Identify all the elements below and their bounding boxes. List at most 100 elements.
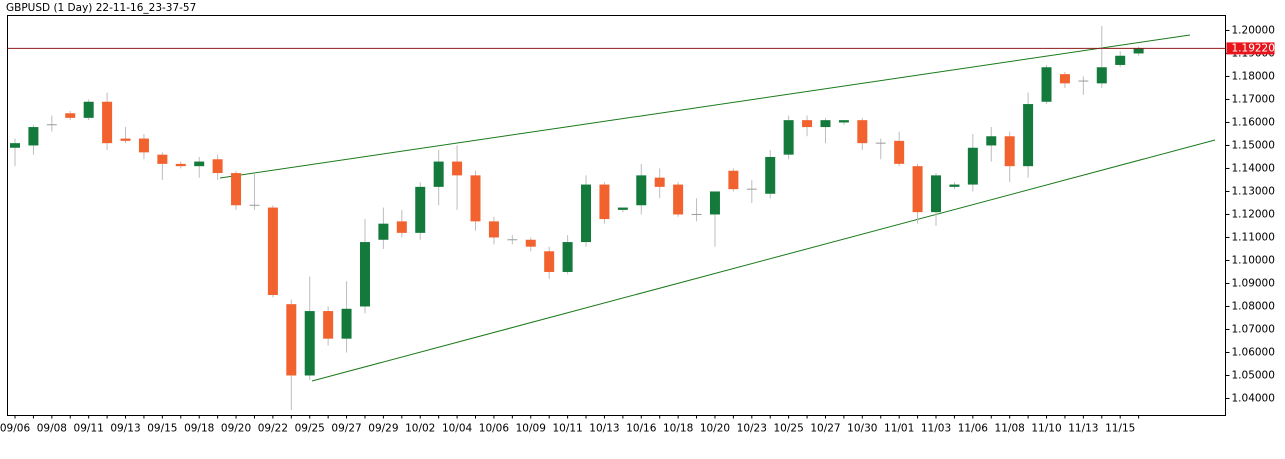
candle-body xyxy=(617,207,628,210)
candle-body xyxy=(194,161,205,167)
candle-body xyxy=(1041,67,1052,102)
y-tick-label: 1.11000 xyxy=(1232,231,1275,243)
candle-body xyxy=(1096,67,1107,84)
candle-body xyxy=(359,242,370,307)
candle-body xyxy=(267,207,278,295)
y-tick-label: 1.08000 xyxy=(1232,300,1275,312)
y-tick-label: 1.12000 xyxy=(1232,208,1275,220)
candle-body xyxy=(709,191,720,215)
y-tick-label: 1.07000 xyxy=(1232,323,1275,335)
candle-body xyxy=(65,113,76,118)
candle-body xyxy=(102,101,113,144)
x-tick-label: 09/06 xyxy=(0,423,30,435)
candle-body xyxy=(212,159,223,174)
x-tick-label: 10/02 xyxy=(405,423,435,435)
x-tick-label: 10/25 xyxy=(774,423,804,435)
y-tick-label: 1.04000 xyxy=(1232,392,1275,404)
candle-body xyxy=(452,161,463,176)
x-tick-label: 09/22 xyxy=(258,423,288,435)
candle-body xyxy=(581,184,592,243)
candle-body xyxy=(783,120,794,155)
candle-body xyxy=(765,156,776,194)
candle-body xyxy=(138,138,149,153)
candle-body xyxy=(433,161,444,187)
candle-body xyxy=(415,186,426,233)
y-tick-label: 1.06000 xyxy=(1232,346,1275,358)
x-tick-label: 10/18 xyxy=(663,423,693,435)
candle-body xyxy=(286,304,297,376)
y-tick-label: 1.09000 xyxy=(1232,277,1275,289)
plot-frame xyxy=(7,15,1226,416)
candle-body xyxy=(544,251,555,272)
x-tick-label: 11/03 xyxy=(921,423,951,435)
candle-body xyxy=(231,173,242,206)
x-tick-label: 09/08 xyxy=(37,423,67,435)
candle-body xyxy=(304,311,315,376)
candle-body xyxy=(931,175,941,213)
candle-body xyxy=(802,120,813,128)
x-tick-label: 10/23 xyxy=(737,423,767,435)
y-tick-label: 1.14000 xyxy=(1232,162,1275,174)
x-tick-label: 10/30 xyxy=(847,423,877,435)
candle-body xyxy=(1004,136,1015,167)
x-tick-label: 11/15 xyxy=(1105,423,1135,435)
x-tick-label: 09/20 xyxy=(221,423,251,435)
chart-title: GBPUSD (1 Day) 22-11-16_23-37-57 xyxy=(6,2,196,14)
x-tick-label: 10/16 xyxy=(626,423,657,435)
x-tick-label: 09/15 xyxy=(147,423,177,435)
candle-body xyxy=(157,154,168,164)
y-tick-label: 1.10000 xyxy=(1232,254,1275,266)
y-tick-label: 1.16000 xyxy=(1232,116,1275,128)
x-tick-label: 09/11 xyxy=(74,423,104,435)
y-tick-label: 1.17000 xyxy=(1232,93,1275,105)
y-tick-label: 1.13000 xyxy=(1232,185,1275,197)
x-tick-label: 10/13 xyxy=(589,423,619,435)
candle-body xyxy=(857,120,868,144)
candle-body xyxy=(1059,74,1070,84)
last-price-box xyxy=(1226,42,1275,55)
x-tick-label: 10/20 xyxy=(700,423,730,435)
y-tick-label: 1.20000 xyxy=(1232,24,1275,36)
candle-body xyxy=(525,239,536,247)
trendline-upper xyxy=(219,34,1191,179)
candle-body xyxy=(378,223,389,240)
x-tick-label: 10/04 xyxy=(442,423,473,435)
trendline-lower xyxy=(311,139,1216,382)
candle-body xyxy=(562,242,573,272)
x-tick-label: 09/13 xyxy=(110,423,140,435)
candle-body xyxy=(470,175,481,222)
x-tick-label: 09/29 xyxy=(368,423,398,435)
candle-body xyxy=(396,221,407,233)
x-tick-label: 10/27 xyxy=(810,423,840,435)
x-tick-label: 11/01 xyxy=(884,423,914,435)
candle-body xyxy=(10,143,20,148)
candle-body xyxy=(83,101,94,118)
candle-body xyxy=(728,170,739,190)
x-tick-label: 09/25 xyxy=(295,423,325,435)
candle-body xyxy=(912,166,923,213)
candle-body xyxy=(599,184,610,220)
candle-body xyxy=(986,136,997,146)
x-tick-label: 11/08 xyxy=(995,423,1025,435)
candle-body xyxy=(654,177,665,187)
x-tick-label: 11/06 xyxy=(958,423,989,435)
candle-body xyxy=(28,127,39,146)
x-tick-label: 10/11 xyxy=(552,423,582,435)
candle-body xyxy=(636,175,647,206)
candle-body xyxy=(120,138,131,141)
candle-body xyxy=(1023,104,1034,167)
candle-body xyxy=(894,140,905,164)
candle-body xyxy=(949,184,960,187)
last-price-label: 1.19220 xyxy=(1232,42,1275,54)
x-tick-label: 10/06 xyxy=(479,423,510,435)
candle-body xyxy=(1115,55,1126,65)
y-tick-label: 1.05000 xyxy=(1232,369,1275,381)
x-tick-label: 11/10 xyxy=(1031,423,1061,435)
candle-body xyxy=(175,163,186,167)
candle-body xyxy=(323,311,334,339)
candle-body xyxy=(967,147,978,185)
x-tick-label: 10/09 xyxy=(516,423,546,435)
